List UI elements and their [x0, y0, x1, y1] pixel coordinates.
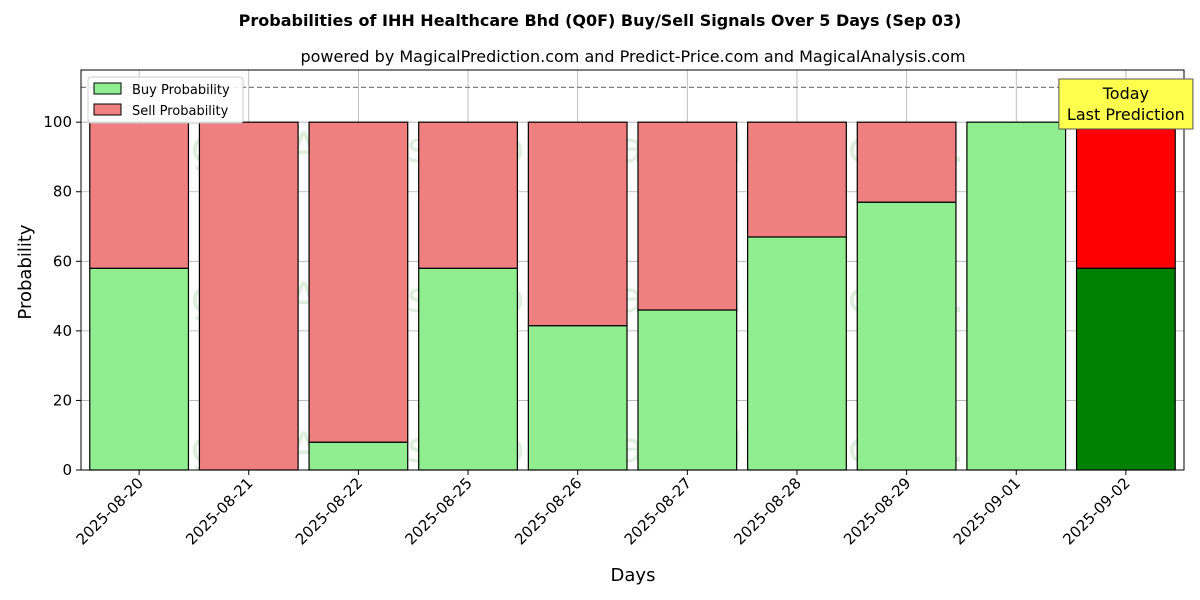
bar-buy-2025-09-01: [966, 121, 1067, 471]
legend-box: [87, 76, 244, 124]
bar-sell-2025-09-02: [1075, 121, 1176, 269]
bar-buy-2025-08-28: [747, 236, 847, 471]
x-tick-label: 2025-08-20: [73, 474, 147, 548]
x-tick-label: 2025-08-26: [511, 474, 585, 548]
x-tick-label: 2025-09-02: [1059, 474, 1133, 548]
bar-buy-2025-08-20: [89, 267, 190, 471]
today-annotation: Today Last Prediction: [1058, 78, 1194, 130]
y-tick-label: 0: [62, 461, 72, 479]
x-axis: 2025-08-20 2025-08-21 2025-08-22 2025-08-25…: [73, 470, 1134, 548]
x-tick-label: 2025-09-01: [950, 474, 1024, 548]
bar-sell-2025-08-25: [418, 121, 518, 269]
bar-sell-2025-08-28: [747, 121, 847, 238]
x-tick-label: 2025-08-21: [182, 474, 256, 548]
bar-sell-2025-08-20: [89, 121, 190, 269]
bar-sell-2025-08-21: [198, 121, 299, 471]
bar-buy-2025-08-29: [856, 201, 957, 471]
x-tick-label: 2025-08-22: [292, 474, 366, 548]
x-axis-label: Days: [611, 565, 656, 586]
bar-sell-2025-08-29: [856, 121, 957, 203]
bars: [89, 121, 1176, 471]
legend-swatch: [93, 103, 122, 116]
legend-swatch: [93, 82, 122, 95]
plot-frame: [80, 69, 1185, 471]
chart-subtitle: powered by MagicalPrediction.com and Pre…: [300, 47, 965, 66]
bar-buy-2025-08-25: [418, 267, 518, 471]
y-axis: 0 20 40 60 80 100: [43, 113, 81, 479]
bar-sell-2025-08-26: [527, 121, 628, 327]
bar-buy-2025-08-22: [308, 441, 409, 471]
y-tick-label: 100: [43, 113, 72, 131]
annotation-line: Today: [1102, 84, 1149, 103]
bar-sell-2025-08-27: [637, 121, 738, 311]
legend-label: Buy Probability: [132, 83, 230, 98]
x-tick-label: 2025-08-25: [401, 474, 475, 548]
legend: Buy Probability Sell Probability: [87, 76, 244, 124]
x-tick-label: 2025-08-29: [840, 474, 914, 548]
y-tick-label: 20: [53, 391, 72, 409]
bar-sell-2025-08-22: [308, 121, 409, 443]
x-tick-label: 2025-08-28: [730, 474, 804, 548]
y-tick-label: 80: [53, 183, 72, 201]
bar-buy-2025-09-02: [1075, 267, 1176, 471]
y-tick-label: 60: [53, 252, 72, 270]
chart-title: Probabilities of IHH Healthcare Bhd (Q0F…: [239, 11, 962, 30]
y-tick-label: 40: [53, 322, 72, 340]
annotation-box: [1058, 78, 1194, 130]
bar-buy-2025-08-26: [527, 325, 628, 471]
annotation-line: Last Prediction: [1067, 105, 1185, 124]
bar-buy-2025-08-27: [637, 309, 738, 471]
y-axis-label: Probability: [15, 224, 36, 319]
x-tick-label: 2025-08-27: [621, 474, 695, 548]
legend-label: Sell Probability: [132, 104, 229, 119]
